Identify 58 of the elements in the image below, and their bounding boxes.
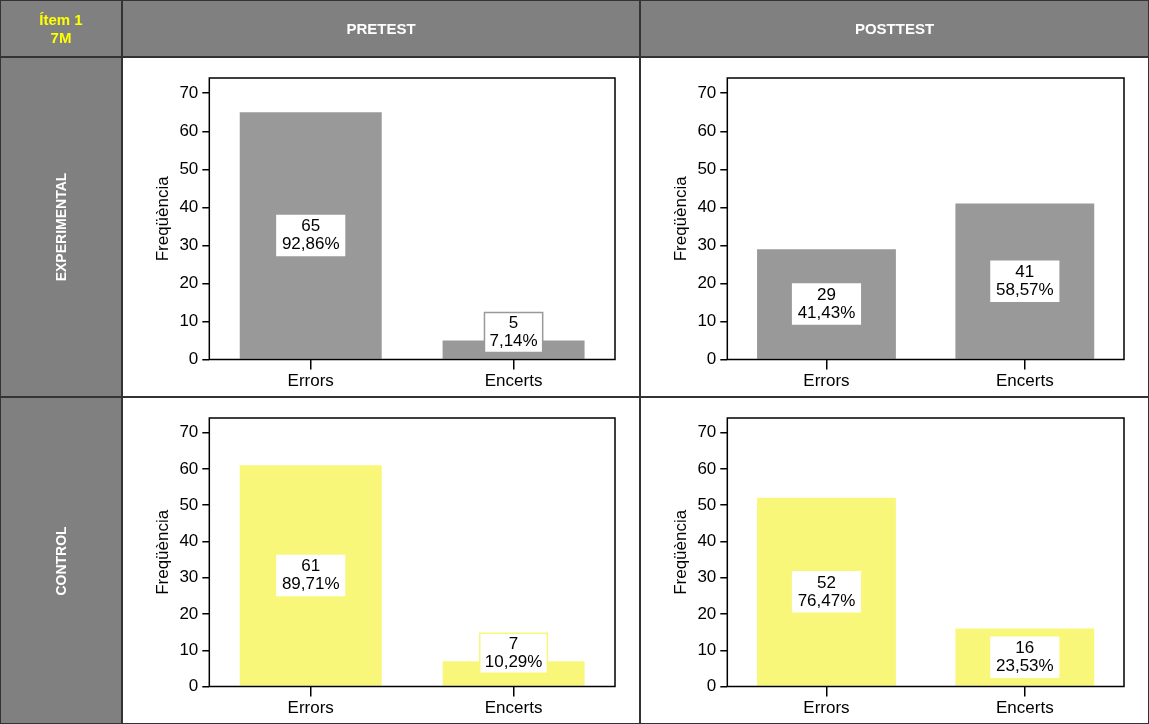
y-tick-label: 50 [697,159,717,179]
x-tick-label: Errors [287,371,334,391]
y-tick-label: 20 [697,273,717,293]
y-tick-label: 60 [697,120,717,140]
y-tick-label: 70 [697,422,717,442]
text: POSTTEST [640,0,1149,57]
y-tick-label: 20 [697,603,717,623]
y-tick-label: 30 [697,235,717,255]
y-tick-label: 0 [706,349,717,369]
x-tick-label: Encerts [996,371,1054,391]
data-label: 5 7,14% [489,313,538,351]
y-tick-label: 60 [179,458,199,478]
x-tick-label: Errors [803,371,850,391]
y-tick-label: 70 [697,82,717,102]
y-tick-label: 0 [188,349,199,369]
y-axis-title: Freqüència [152,175,172,262]
data-label: 7 10,29% [484,633,543,671]
y-axis-title: Freqüència [670,509,690,595]
y-tick-label: 30 [697,567,717,587]
y-tick-label: 60 [697,458,717,478]
y-tick-label: 70 [179,82,199,102]
y-tick-label: 10 [697,639,717,659]
y-tick-label: 40 [697,197,717,217]
y-tick-label: 50 [697,494,717,514]
y-tick-label: 0 [188,676,199,696]
x-tick-label: Encerts [996,698,1054,718]
y-tick-label: 0 [706,676,717,696]
data-label: 29 41,43% [797,284,856,322]
text: 7M [50,28,72,47]
y-tick-label: 50 [179,159,199,179]
text: EXPERIMENTAL [53,172,69,282]
y-axis-title: Freqüència [152,509,172,595]
text: Ítem 1 [39,10,83,29]
data-label: 65 92,86% [281,216,340,254]
y-tick-label: 70 [179,422,199,442]
y-tick-label: 40 [179,531,199,551]
y-tick-label: 40 [697,531,717,551]
y-tick-label: 50 [179,494,199,514]
x-tick-label: Encerts [484,698,543,718]
x-tick-label: Errors [803,698,850,718]
x-tick-label: Encerts [484,371,543,391]
data-label: 41 58,57% [995,261,1054,299]
y-tick-label: 20 [179,603,199,623]
y-tick-label: 40 [179,197,199,217]
y-tick-label: 10 [179,639,199,659]
y-tick-label: 30 [179,567,199,587]
x-tick-label: Errors [287,698,334,718]
data-label: 52 76,47% [797,572,856,610]
y-tick-label: 20 [179,273,199,293]
y-tick-label: 10 [179,311,199,331]
y-axis-title: Freqüència [670,175,690,262]
data-label: 61 89,71% [281,556,340,594]
text: CONTROL [53,525,69,596]
y-tick-label: 10 [697,311,717,331]
data-label: 16 23,53% [995,637,1054,675]
y-tick-label: 60 [179,120,199,140]
text: PRETEST [122,0,640,57]
y-tick-label: 30 [179,235,199,255]
